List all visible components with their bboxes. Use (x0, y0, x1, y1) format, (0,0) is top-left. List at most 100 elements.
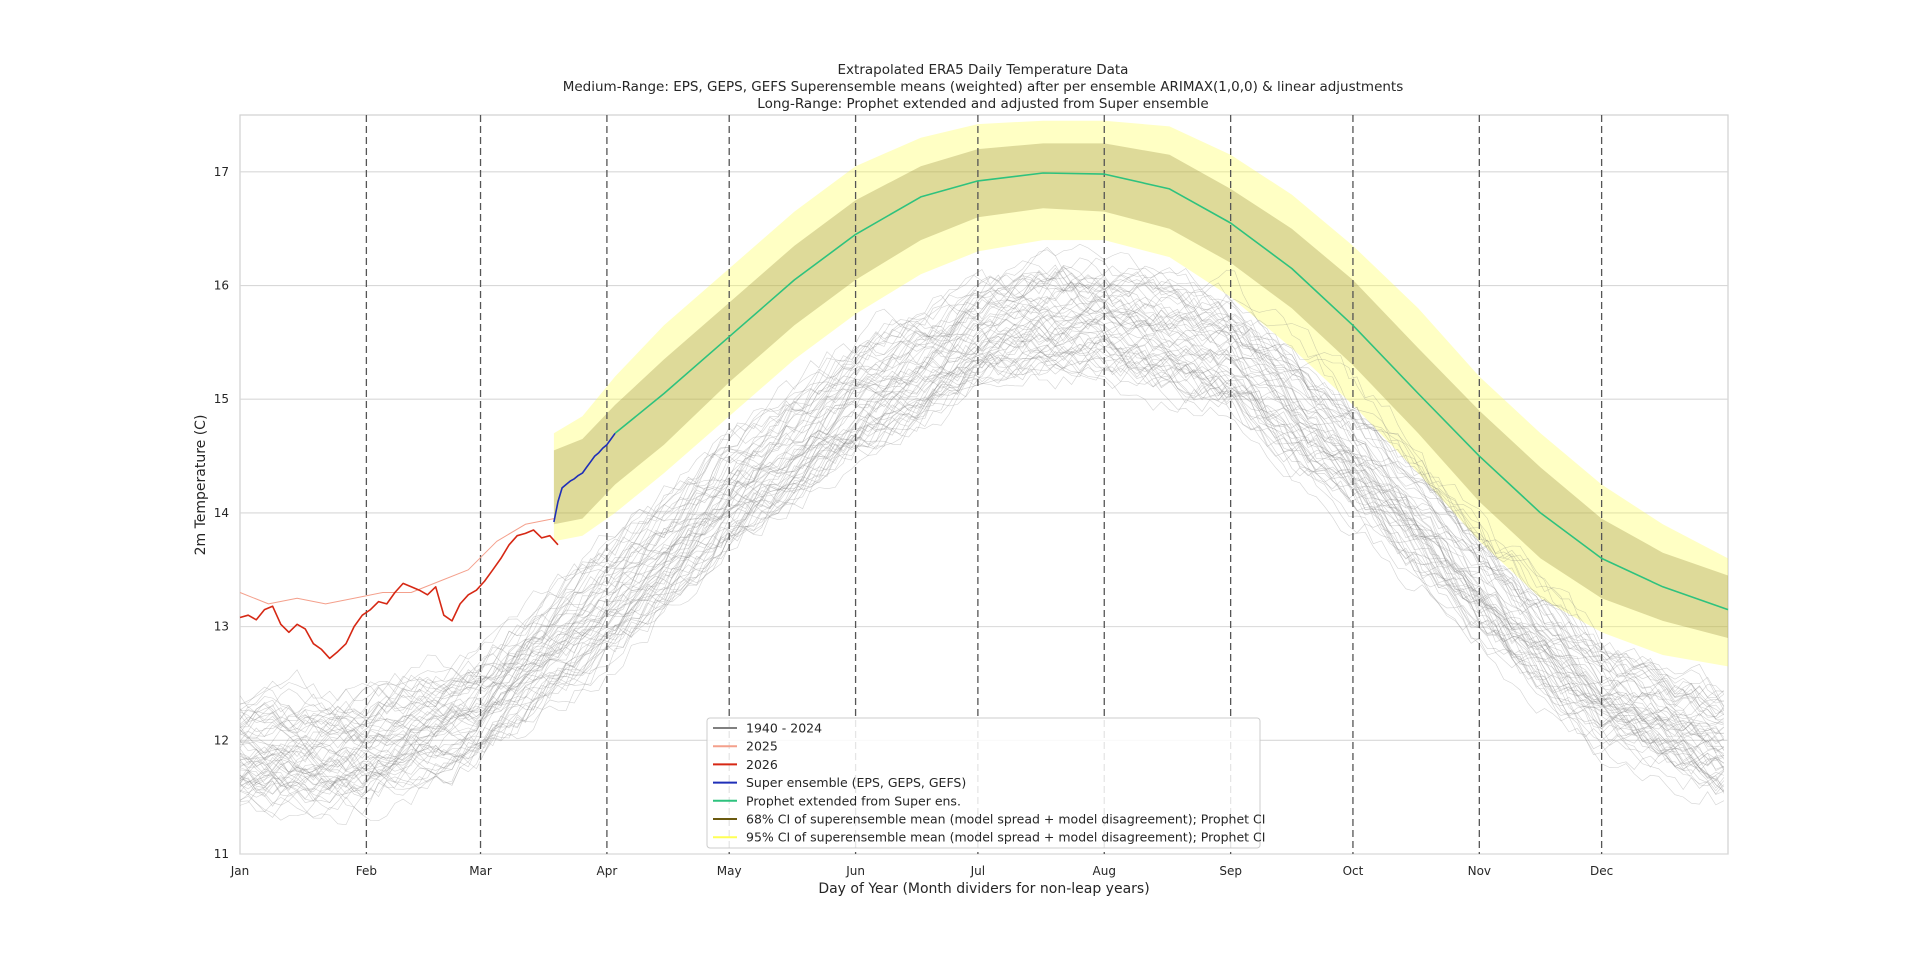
historical-year-trace (239, 299, 1725, 760)
historical-year-trace (239, 304, 1725, 768)
historical-year-trace (239, 319, 1725, 782)
legend-box (706, 717, 1261, 849)
historical-year-trace (239, 265, 1724, 726)
historical-year-trace (239, 339, 1725, 795)
x-tick-apr: Apr (597, 864, 618, 878)
legend-label-2: 2025 (746, 739, 778, 754)
chart-title-line-1: Extrapolated ERA5 Daily Temperature Data (838, 62, 1129, 78)
historical-year-trace (239, 270, 1725, 729)
legend-label-4: Super ensemble (EPS, GEPS, GEFS) (746, 775, 966, 790)
historical-year-trace (239, 286, 1725, 762)
historical-year-trace (239, 302, 1725, 781)
chart-title-line-2: Medium-Range: EPS, GEPS, GEFS Superensem… (563, 79, 1404, 95)
legend: 1940 - 2024 2025 2026 Super ensemble (EPS, … (706, 717, 1265, 849)
y-tick-labels: 11 12 13 14 15 16 17 (214, 165, 229, 861)
historical-year-trace (239, 333, 1725, 793)
legend-label-7: 95% CI of superensemble mean (model spre… (746, 830, 1265, 845)
historical-year-trace (239, 257, 1725, 729)
historical-traces (239, 243, 1725, 826)
y-tick-11: 11 (214, 847, 229, 861)
series-line-2026 (239, 529, 559, 660)
historical-year-trace (239, 332, 1725, 810)
x-tick-jun: Jun (845, 864, 865, 878)
x-tick-labels: Jan Feb Mar Apr May Jun Jul Aug Sep Oct Nov Dec (230, 864, 1613, 878)
x-tick-jan: Jan (230, 864, 250, 878)
chart-title-group: Extrapolated ERA5 Daily Temperature Data… (563, 62, 1404, 112)
x-tick-dec: Dec (1590, 864, 1613, 878)
y-axis-label: 2m Temperature (C) (193, 415, 209, 556)
series-line-2025 (239, 518, 554, 605)
y-tick-12: 12 (214, 733, 229, 747)
historical-year-trace (239, 295, 1725, 775)
series-line-prophet-extended-from-super-ens (614, 172, 1729, 611)
confidence-bands (553, 120, 1728, 667)
chart-title-line-3: Long-Range: Prophet extended and adjuste… (757, 96, 1208, 112)
historical-year-trace (239, 327, 1724, 800)
legend-label-1: 1940 - 2024 (746, 721, 822, 736)
historical-year-trace (239, 267, 1725, 733)
x-axis-label: Day of Year (Month dividers for non-leap… (818, 881, 1149, 897)
historical-year-trace (239, 359, 1725, 806)
historical-year-trace (239, 266, 1725, 709)
historical-year-trace (239, 343, 1725, 795)
historical-year-trace (239, 264, 1724, 747)
historical-year-trace (239, 310, 1725, 791)
x-tick-aug: Aug (1093, 864, 1116, 878)
historical-year-trace (239, 246, 1725, 725)
historical-year-trace (239, 287, 1725, 741)
ci95-band (553, 120, 1728, 667)
gridlines (240, 171, 1728, 855)
historical-year-trace (239, 321, 1725, 779)
historical-year-trace (239, 274, 1724, 763)
historical-year-trace (239, 297, 1725, 769)
y-tick-13: 13 (214, 620, 229, 634)
historical-year-trace (239, 305, 1725, 776)
y-tick-16: 16 (214, 279, 229, 293)
historical-year-trace (239, 271, 1724, 743)
historical-year-trace (239, 260, 1725, 730)
series-line-super-ensemble-eps-geps-gefs (553, 432, 616, 523)
historical-year-trace (239, 340, 1725, 796)
historical-year-trace (239, 287, 1724, 760)
x-tick-sep: Sep (1219, 864, 1242, 878)
historical-year-trace (239, 289, 1724, 761)
historical-year-trace (239, 358, 1725, 806)
x-tick-oct: Oct (1343, 864, 1364, 878)
historical-year-trace (239, 340, 1725, 791)
historical-year-trace (239, 329, 1724, 791)
y-tick-14: 14 (214, 506, 229, 520)
y-tick-17: 17 (214, 165, 229, 179)
historical-year-trace (239, 315, 1724, 777)
historical-year-trace (239, 271, 1725, 739)
historical-year-trace (239, 243, 1725, 719)
x-tick-nov: Nov (1468, 864, 1491, 878)
month-dividers (365, 115, 1603, 854)
historical-year-trace (239, 324, 1725, 792)
x-tick-may: May (717, 864, 742, 878)
legend-label-6: 68% CI of superensemble mean (model spre… (746, 812, 1265, 827)
historical-year-trace (239, 359, 1725, 791)
historical-year-trace (239, 277, 1725, 736)
series-lines (239, 172, 1729, 660)
historical-year-trace (239, 269, 1725, 736)
historical-year-trace (239, 315, 1725, 790)
historical-year-trace (239, 353, 1725, 807)
x-tick-mar: Mar (469, 864, 492, 878)
historical-year-trace (239, 282, 1725, 749)
historical-year-trace (239, 329, 1725, 804)
historical-year-trace (239, 344, 1725, 826)
historical-year-trace (239, 265, 1725, 721)
historical-year-trace (239, 297, 1725, 763)
historical-year-trace (239, 286, 1724, 738)
historical-year-trace (239, 351, 1725, 792)
historical-year-trace (239, 318, 1725, 804)
x-tick-feb: Feb (356, 864, 377, 878)
historical-year-trace (239, 341, 1725, 821)
historical-year-trace (239, 257, 1725, 715)
legend-label-5: Prophet extended from Super ens. (746, 793, 961, 808)
historical-year-trace (239, 302, 1725, 771)
historical-year-trace (239, 321, 1725, 782)
historical-year-trace (239, 323, 1725, 819)
x-tick-jul: Jul (970, 864, 985, 878)
